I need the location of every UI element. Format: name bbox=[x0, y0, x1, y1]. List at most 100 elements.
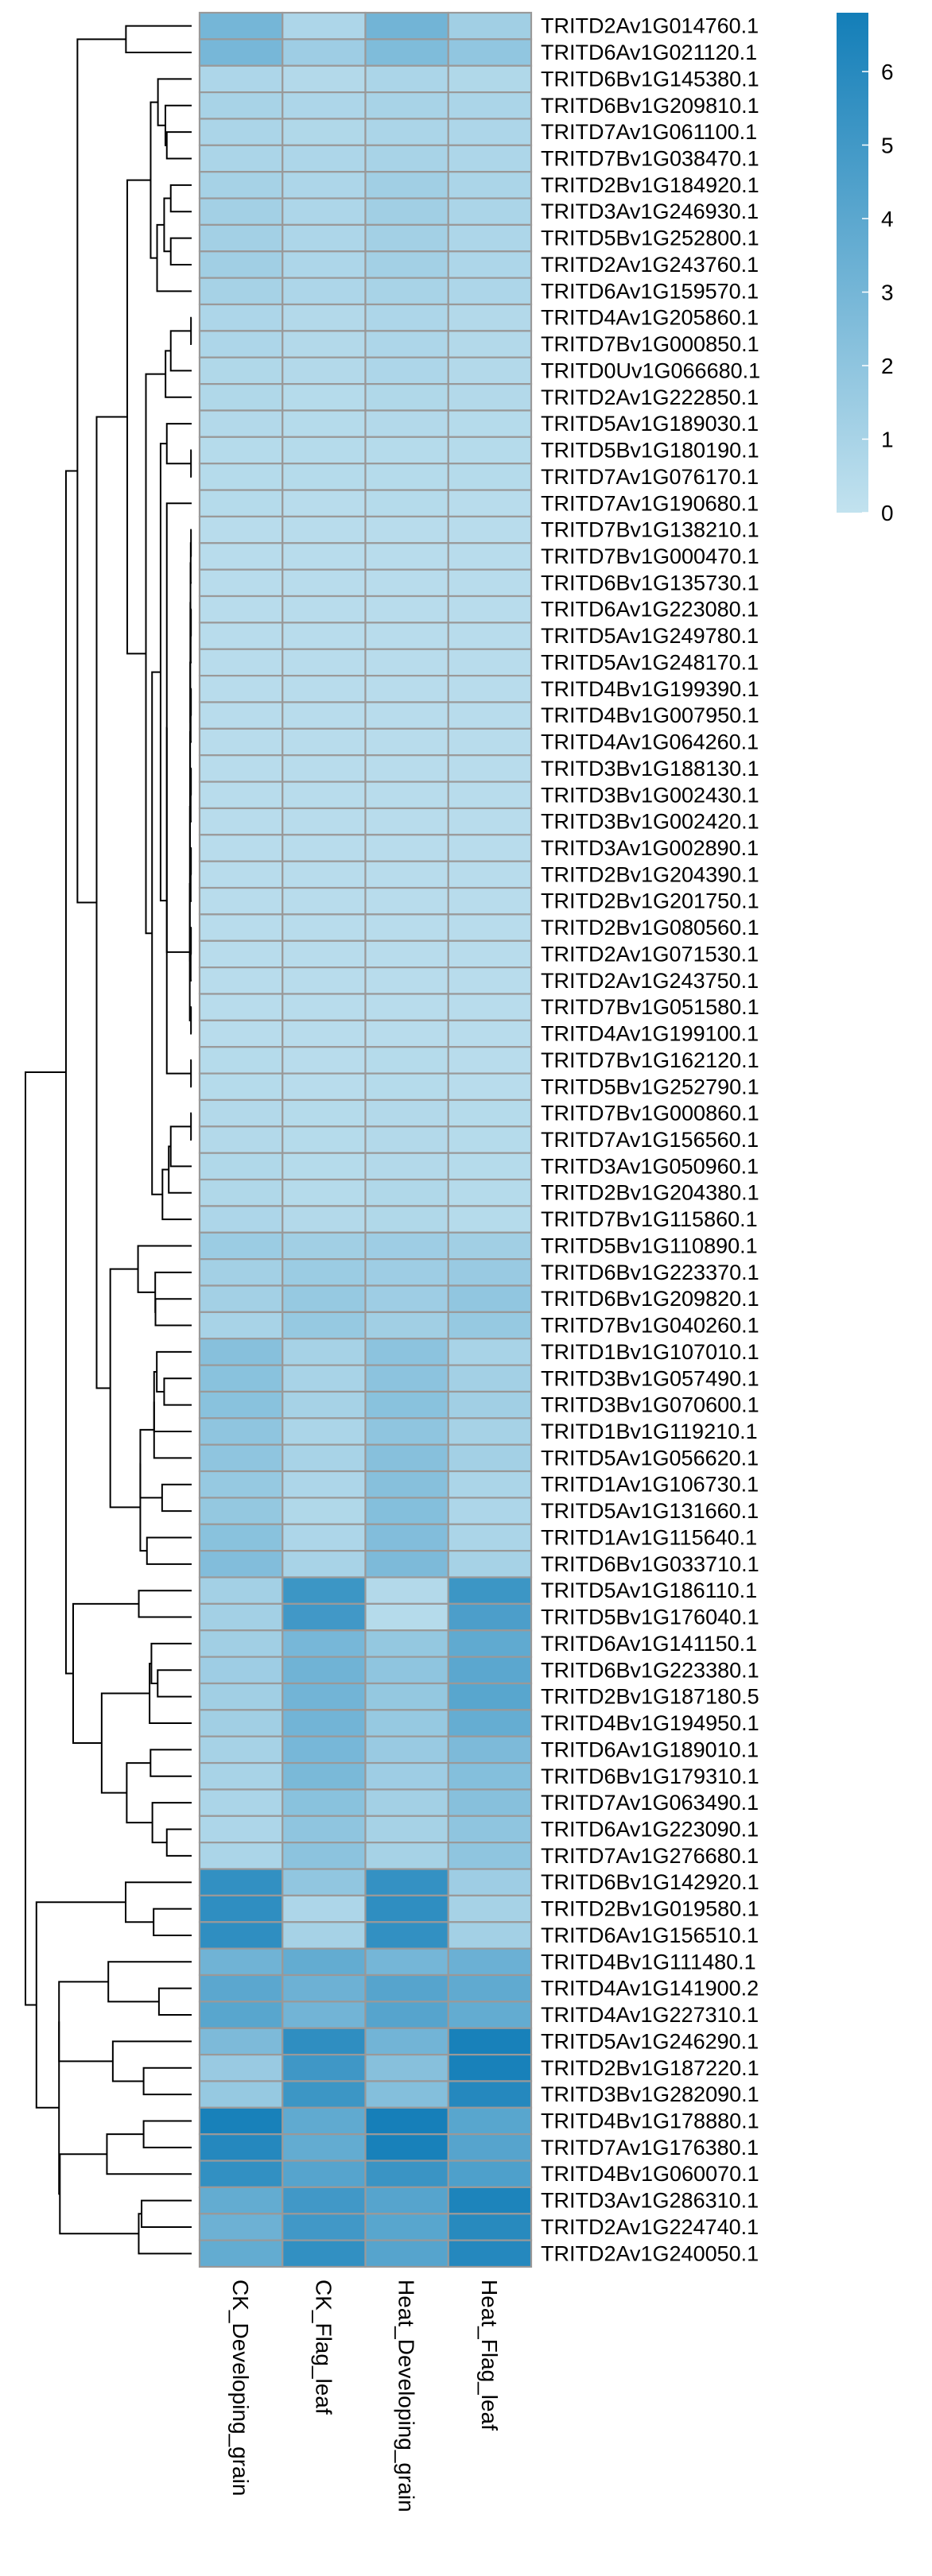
heatmap-cell bbox=[364, 330, 449, 358]
heatmap-cell bbox=[364, 648, 449, 677]
heatmap-cell bbox=[447, 781, 533, 810]
heatmap-cell bbox=[447, 1894, 533, 1923]
dendrogram-branch bbox=[142, 2067, 192, 2096]
heatmap-cell bbox=[364, 622, 449, 650]
heatmap-cell bbox=[198, 118, 284, 146]
row-label: TRITD7Bv1G138210.1 bbox=[541, 518, 759, 542]
heatmap-cell bbox=[447, 595, 533, 624]
heatmap-cell bbox=[198, 1550, 284, 1579]
dendrogram-branch bbox=[163, 197, 171, 253]
row-label: TRITD6Av1G223090.1 bbox=[541, 1817, 759, 1841]
heatmap-cell bbox=[364, 1311, 449, 1340]
column-label: Heat_Flag_leaf bbox=[477, 2280, 502, 2431]
heatmap-cell bbox=[198, 1364, 284, 1393]
row-label: TRITD2Bv1G080560.1 bbox=[541, 916, 759, 939]
heatmap-cell bbox=[447, 1125, 533, 1154]
dendrogram-branch bbox=[146, 1536, 192, 1565]
heatmap-cell bbox=[198, 2133, 284, 2162]
heatmap-cell bbox=[364, 409, 449, 438]
heatmap-cell bbox=[282, 966, 367, 995]
heatmap-cell bbox=[282, 2160, 367, 2189]
heatmap-cell bbox=[447, 2001, 533, 2029]
heatmap-cell bbox=[282, 1231, 367, 1261]
heatmap-cell bbox=[198, 330, 284, 358]
heatmap-cell bbox=[198, 1417, 284, 1446]
dendrogram-branch bbox=[165, 1828, 192, 1857]
row-label: TRITD6Bv1G135730.1 bbox=[541, 571, 759, 595]
heatmap-cell bbox=[282, 886, 367, 916]
row-label: TRITD5Bv1G252790.1 bbox=[541, 1075, 759, 1098]
dendrogram-branch bbox=[139, 1462, 147, 1552]
dendrogram-branch bbox=[58, 1981, 113, 2063]
row-label: TRITD7Bv1G038470.1 bbox=[541, 147, 759, 171]
heatmap-cell bbox=[282, 1098, 367, 1128]
heatmap-cell bbox=[364, 1682, 449, 1711]
legend-tick-label: 0 bbox=[881, 501, 894, 525]
row-label: TRITD7Bv1G000470.1 bbox=[541, 544, 759, 568]
row-label: TRITD7Av1G061100.1 bbox=[541, 120, 757, 144]
dendrogram-branch bbox=[154, 1298, 192, 1327]
heatmap-cell bbox=[364, 1046, 449, 1075]
heatmap-cell bbox=[364, 303, 449, 332]
legend-tick-label: 6 bbox=[881, 60, 894, 84]
dendrogram-branch bbox=[190, 767, 192, 796]
dendrogram-branch bbox=[156, 1350, 192, 1393]
heatmap-cell bbox=[198, 568, 284, 598]
heatmap-cell bbox=[447, 118, 533, 146]
dendrogram-branch bbox=[163, 1377, 192, 1406]
dendrogram-branch bbox=[157, 1669, 192, 1698]
heatmap-cell bbox=[364, 675, 449, 703]
heatmap-cell bbox=[447, 330, 533, 358]
row-label: TRITD4Av1G199100.1 bbox=[541, 1022, 759, 1046]
heatmap-cell bbox=[198, 2080, 284, 2109]
heatmap-cell bbox=[447, 1815, 533, 1844]
heatmap-cell bbox=[198, 834, 284, 862]
heatmap-cell bbox=[198, 1974, 284, 2003]
heatmap-cell bbox=[447, 223, 533, 253]
heatmap-cell bbox=[447, 1656, 533, 1685]
heatmap-cell bbox=[447, 250, 533, 279]
heatmap-cell bbox=[447, 11, 533, 41]
heatmap-cell bbox=[198, 1311, 284, 1340]
row-label: TRITD6Bv1G209810.1 bbox=[541, 94, 759, 118]
heatmap-cell bbox=[282, 568, 367, 598]
heatmap-cell bbox=[447, 1019, 533, 1048]
heatmap-cell bbox=[282, 64, 367, 94]
row-label: TRITD7Av1G156560.1 bbox=[541, 1128, 759, 1152]
heatmap-cell bbox=[364, 277, 449, 306]
heatmap-cell bbox=[447, 1470, 533, 1499]
heatmap-cell bbox=[447, 1947, 533, 1977]
heatmap-cell bbox=[447, 1550, 533, 1579]
heatmap-cell bbox=[447, 1338, 533, 1366]
legend-tick-label: 3 bbox=[881, 281, 894, 305]
heatmap-cell bbox=[364, 171, 449, 199]
heatmap-cell bbox=[447, 648, 533, 677]
row-label: TRITD1Bv1G119210.1 bbox=[541, 1420, 758, 1443]
dendrogram-branch bbox=[190, 688, 192, 717]
heatmap-cell bbox=[282, 1470, 367, 1499]
heatmap-cell bbox=[282, 409, 367, 438]
heatmap-cell bbox=[198, 64, 284, 94]
heatmap-cell bbox=[282, 91, 367, 120]
heatmap-cell bbox=[447, 1284, 533, 1313]
heatmap-cell bbox=[198, 1338, 284, 1366]
row-label: TRITD5Av1G186110.1 bbox=[541, 1579, 757, 1602]
heatmap-cell bbox=[198, 966, 284, 995]
legend-tick-label: 1 bbox=[881, 428, 894, 452]
row-label: TRITD5Av1G189030.1 bbox=[541, 412, 759, 436]
dendrogram-branch bbox=[159, 443, 167, 902]
heatmap-cell bbox=[198, 223, 284, 253]
dendrogram-branch bbox=[190, 608, 192, 637]
row-label: TRITD7Bv1G051580.1 bbox=[541, 995, 759, 1019]
heatmap-cell bbox=[198, 2106, 284, 2136]
heatmap-cell bbox=[364, 834, 449, 862]
dendrogram-branch bbox=[168, 1145, 192, 1194]
heatmap-cell bbox=[447, 197, 533, 227]
color-legend: 0 1 2 3 4 5 6 bbox=[837, 13, 894, 525]
heatmap-cell bbox=[198, 1602, 284, 1632]
heatmap-cell bbox=[198, 1390, 284, 1420]
dendrogram-branch bbox=[190, 1059, 192, 1088]
dendrogram-branch bbox=[169, 184, 192, 213]
heatmap-cell bbox=[198, 1921, 284, 1950]
heatmap-cell bbox=[447, 886, 533, 916]
